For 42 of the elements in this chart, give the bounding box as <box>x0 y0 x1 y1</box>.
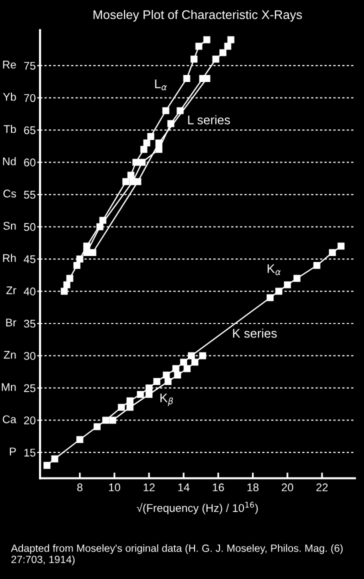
text: Zr <box>6 286 16 294</box>
y-tick-label: 65 <box>24 126 36 134</box>
text: Nd <box>3 157 16 166</box>
y-tick-label: 40 <box>24 288 36 296</box>
text: Adapted from Moseley's original data (H. G. J. Moseley, Philos. Mag. (6) 27:703, 1914) <box>10 544 343 566</box>
y-tick-label: 30 <box>24 352 36 360</box>
y-tick-label: 50 <box>24 223 36 231</box>
annotation: K series <box>233 328 277 338</box>
annotation: K$_{β}$ <box>160 394 173 406</box>
text: Ca <box>2 415 16 424</box>
y-tick-label: 60 <box>24 158 36 166</box>
y-tick-label: 35 <box>24 320 36 328</box>
chart-title: Moseley Plot of Characteristic X-Rays <box>94 10 302 22</box>
text: Zn <box>4 350 16 359</box>
text: Rh <box>3 254 16 262</box>
x-tick-label: 18 <box>248 483 259 492</box>
y-tick-label: 45 <box>24 255 36 264</box>
x-tick-label: 14 <box>178 484 190 492</box>
y-tick-label: 20 <box>24 416 36 424</box>
x-tick-label: 10 <box>109 483 120 492</box>
y-tick-label: 15 <box>24 448 36 457</box>
x-tick-label: 12 <box>144 483 155 492</box>
text: Tb <box>4 124 16 134</box>
text: P <box>10 448 16 456</box>
annotation: K$_{α}$ <box>268 264 281 276</box>
annotation: L$_{α}$ <box>155 80 167 90</box>
x-tick-label: 20 <box>282 483 294 492</box>
y-tick-label: 55 <box>24 190 36 199</box>
x-tick-label: 22 <box>316 483 328 492</box>
x-tick-label: 16 <box>212 483 224 492</box>
text: Mn <box>2 383 16 391</box>
text: Yb <box>3 92 16 101</box>
text: Br <box>6 318 16 326</box>
y-tick-label: 70 <box>24 94 36 102</box>
text: Cs <box>3 190 16 198</box>
y-tick-label: 75 <box>24 62 36 70</box>
x-tick-label: 8 <box>77 483 82 492</box>
annotation: L series <box>188 115 230 124</box>
y-tick-label: 25 <box>24 384 36 392</box>
text: Re <box>3 60 16 69</box>
text: Sn <box>3 222 16 230</box>
x-axis-title: √(Frequency (Hz) / 10$^{16}$) <box>136 502 258 514</box>
